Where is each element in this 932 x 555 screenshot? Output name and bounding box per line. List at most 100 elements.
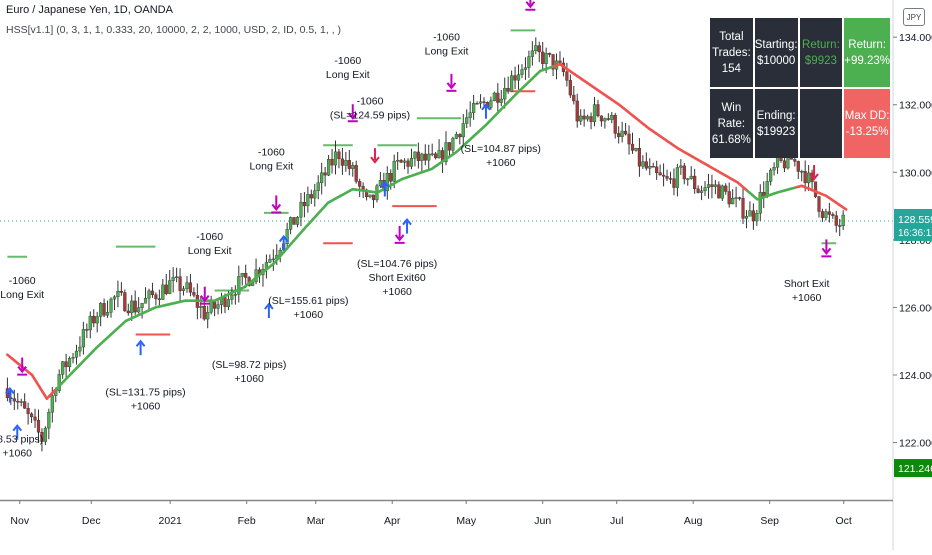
return-cell: Return: $9923 — [800, 18, 843, 87]
candle-body — [683, 166, 686, 179]
candle-body — [296, 217, 299, 224]
candle-body — [707, 185, 710, 188]
ending-cell: Ending: $19923 — [755, 89, 798, 158]
candle-body — [766, 181, 769, 196]
candle-body — [313, 191, 316, 198]
candle-body — [268, 259, 271, 262]
long-arrow — [403, 220, 411, 234]
candle-body — [224, 297, 227, 307]
candle-body — [648, 166, 651, 168]
candle-body — [624, 131, 627, 134]
total-trades-label: Total Trades: — [710, 29, 753, 61]
candle-body — [300, 202, 303, 217]
candle-body — [327, 159, 330, 175]
candle-body — [483, 102, 486, 103]
candle-body — [673, 179, 676, 188]
candle-body — [420, 154, 423, 161]
candle-body — [144, 298, 147, 303]
ma-line-segment — [844, 208, 846, 210]
candle-body — [99, 303, 102, 316]
trade-annotation: (SL=98.72 pips)+1060 — [212, 359, 286, 385]
candle-body — [704, 188, 707, 191]
candle-body — [659, 173, 662, 175]
candle-body — [27, 408, 30, 413]
candle-body — [310, 194, 313, 198]
candle-body — [693, 176, 696, 189]
candle-body — [272, 259, 275, 260]
candle-body — [452, 138, 455, 150]
x-tick-label: Sep — [760, 515, 779, 527]
candle-body — [735, 198, 738, 199]
candle-body — [600, 116, 603, 121]
candle-body — [13, 399, 16, 402]
candle-body — [16, 401, 19, 402]
candle-body — [455, 134, 458, 138]
candle-body — [438, 150, 441, 157]
candle-body — [559, 61, 562, 63]
candle-body — [407, 161, 410, 167]
short-arrow — [810, 165, 818, 179]
candle-body — [742, 198, 745, 218]
candle-body — [424, 154, 427, 160]
candle-body — [565, 72, 568, 81]
exit-arrow — [17, 358, 27, 375]
total-trades-cell: Total Trades: 154 — [710, 18, 753, 87]
candle-body — [203, 306, 206, 319]
countdown-label: 16:36:12 — [898, 228, 932, 239]
symbol-title[interactable]: Euro / Japanese Yen, 1D, OANDA — [6, 4, 173, 16]
candle-body — [597, 105, 600, 116]
candle-body — [545, 53, 548, 64]
candle-body — [717, 185, 720, 198]
candle-body — [338, 152, 341, 159]
candle-body — [303, 202, 306, 206]
candle-body — [534, 46, 537, 51]
candle-body — [493, 93, 496, 101]
candle-body — [721, 186, 724, 198]
exit-arrow — [821, 239, 831, 256]
currency-badge[interactable]: JPY — [903, 8, 925, 26]
candle-body — [825, 212, 828, 218]
candle-body — [410, 158, 413, 166]
candle-body — [241, 273, 244, 276]
candle-body — [234, 294, 237, 295]
candle-body — [527, 57, 530, 68]
candle-body — [130, 301, 133, 313]
candle-body — [417, 152, 420, 161]
candle-body — [161, 285, 164, 300]
candle-body — [759, 192, 762, 213]
candle-body — [628, 134, 631, 144]
candle-body — [479, 102, 482, 104]
return-pct-cell: Return: +99.23% — [844, 18, 890, 87]
candle-body — [676, 168, 679, 188]
indicator-params[interactable]: HSS[v1.1] (0, 3, 1, 1, 0.333, 20, 10000,… — [6, 24, 341, 36]
candle-body — [538, 46, 541, 52]
candle-body — [842, 215, 845, 226]
candle-body — [749, 211, 752, 217]
exit-arrow — [271, 195, 281, 212]
return-pct-label: Return: — [848, 37, 886, 53]
candle-body — [666, 176, 669, 178]
candle-body — [434, 154, 437, 158]
ending-label: Ending: — [757, 108, 796, 124]
candle-body — [393, 161, 396, 181]
candle-body — [414, 152, 417, 158]
candle-body — [82, 329, 85, 347]
candle-body — [431, 154, 434, 155]
candle-body — [117, 291, 120, 297]
candle-body — [679, 166, 682, 168]
candle-body — [351, 165, 354, 168]
candle-body — [728, 192, 731, 204]
candle-body — [507, 88, 510, 91]
trade-annotation: -1060(SL=124.59 pips) — [330, 96, 410, 122]
candle-body — [828, 212, 831, 215]
candle-body — [610, 115, 613, 119]
candle-body — [645, 162, 648, 169]
candle-body — [603, 119, 606, 122]
y-tick-label: 134.000 — [899, 32, 932, 44]
candle-body — [75, 351, 78, 357]
y-tick-label: 126.000 — [899, 302, 932, 314]
long-arrow — [137, 341, 145, 355]
candle-body — [690, 176, 693, 179]
